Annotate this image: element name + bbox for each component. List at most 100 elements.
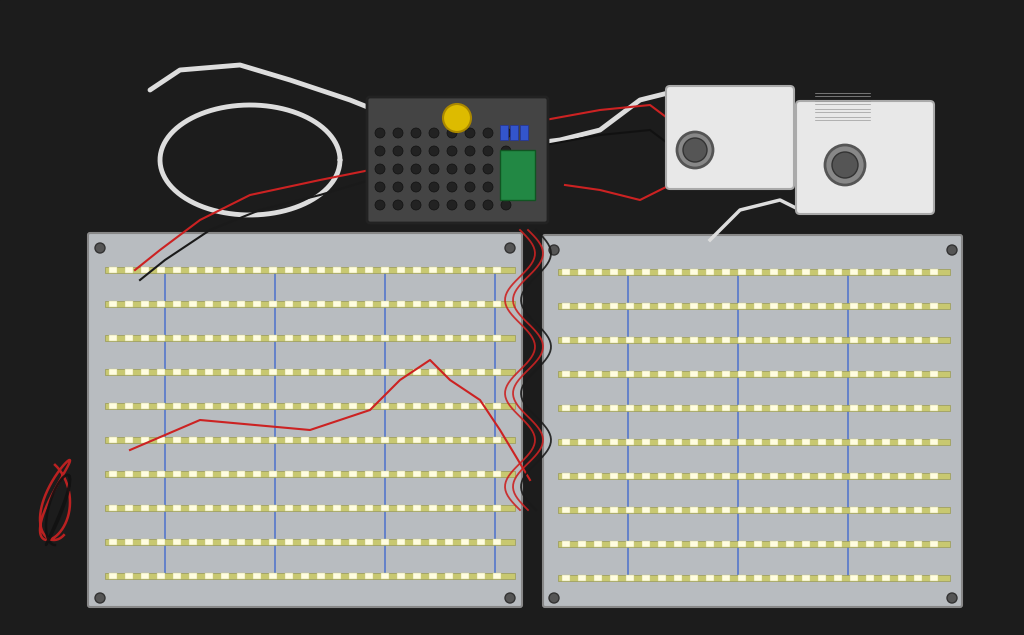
Bar	[141, 471, 150, 477]
Bar	[882, 541, 890, 547]
Bar	[109, 471, 117, 477]
Bar	[834, 575, 842, 581]
Bar	[365, 403, 373, 409]
Bar	[429, 267, 437, 273]
Bar	[690, 541, 698, 547]
Bar	[770, 541, 778, 547]
Bar	[558, 337, 950, 343]
Bar	[578, 269, 586, 275]
Bar	[690, 405, 698, 411]
Bar	[221, 573, 229, 579]
Bar	[413, 505, 421, 511]
Circle shape	[465, 146, 475, 156]
Bar	[690, 507, 698, 513]
Bar	[706, 269, 714, 275]
Bar	[626, 507, 634, 513]
Bar	[898, 303, 906, 309]
Bar	[237, 539, 245, 545]
Bar	[413, 301, 421, 307]
Bar	[333, 505, 341, 511]
Bar	[493, 437, 501, 443]
Bar	[429, 335, 437, 341]
Bar	[269, 437, 278, 443]
Bar	[914, 575, 922, 581]
Bar	[930, 507, 938, 513]
Bar	[269, 573, 278, 579]
Bar	[269, 403, 278, 409]
Bar	[381, 301, 389, 307]
Bar	[930, 473, 938, 479]
Bar	[674, 371, 682, 377]
Bar	[269, 301, 278, 307]
Bar	[125, 403, 133, 409]
Bar	[930, 269, 938, 275]
Bar	[850, 405, 858, 411]
Bar	[269, 471, 278, 477]
Bar	[610, 575, 618, 581]
Circle shape	[483, 164, 493, 174]
Bar	[173, 505, 181, 511]
Bar	[173, 573, 181, 579]
Circle shape	[501, 182, 511, 192]
Bar	[173, 267, 181, 273]
Bar	[445, 369, 453, 375]
Bar	[105, 437, 515, 443]
Bar	[413, 539, 421, 545]
Bar	[237, 301, 245, 307]
Bar	[429, 471, 437, 477]
Bar	[866, 371, 874, 377]
Bar	[850, 507, 858, 513]
FancyBboxPatch shape	[796, 101, 934, 214]
Bar	[510, 125, 518, 140]
Bar	[301, 267, 309, 273]
Bar	[578, 303, 586, 309]
Bar	[674, 575, 682, 581]
Bar	[397, 505, 406, 511]
Bar	[898, 541, 906, 547]
Bar	[349, 437, 357, 443]
Bar	[802, 507, 810, 513]
Bar	[125, 335, 133, 341]
Bar	[221, 505, 229, 511]
Circle shape	[501, 128, 511, 138]
Bar	[882, 269, 890, 275]
Bar	[882, 371, 890, 377]
Bar	[706, 541, 714, 547]
Bar	[493, 539, 501, 545]
Circle shape	[683, 138, 707, 162]
Bar	[333, 403, 341, 409]
Bar	[594, 269, 602, 275]
Bar	[626, 541, 634, 547]
Bar	[109, 437, 117, 443]
Bar	[333, 301, 341, 307]
Bar	[237, 369, 245, 375]
Bar	[157, 539, 165, 545]
Bar	[493, 573, 501, 579]
Circle shape	[411, 164, 421, 174]
Bar	[594, 439, 602, 445]
Bar	[850, 269, 858, 275]
Bar	[818, 269, 826, 275]
Bar	[898, 439, 906, 445]
Circle shape	[393, 164, 403, 174]
Bar	[594, 575, 602, 581]
Bar	[445, 471, 453, 477]
Circle shape	[429, 128, 439, 138]
Bar	[754, 507, 762, 513]
Bar	[594, 507, 602, 513]
Bar	[317, 335, 325, 341]
Bar	[397, 539, 406, 545]
Bar	[770, 269, 778, 275]
Bar	[365, 539, 373, 545]
Bar	[754, 303, 762, 309]
Bar	[834, 507, 842, 513]
Bar	[205, 573, 213, 579]
Bar	[221, 471, 229, 477]
Bar	[333, 471, 341, 477]
Bar	[125, 471, 133, 477]
Bar	[562, 507, 570, 513]
Circle shape	[393, 182, 403, 192]
Bar	[558, 405, 950, 411]
Bar	[105, 539, 515, 545]
Bar	[317, 403, 325, 409]
